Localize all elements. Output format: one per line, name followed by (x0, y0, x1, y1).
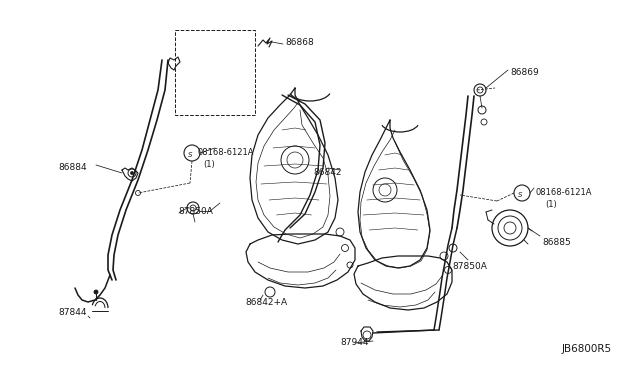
Text: 87850A: 87850A (178, 207, 213, 216)
Text: 87850A: 87850A (452, 262, 487, 271)
Text: 87944: 87944 (340, 338, 369, 347)
Text: 86884: 86884 (58, 163, 86, 172)
Text: 86842+A: 86842+A (245, 298, 287, 307)
Bar (175, 30, 255, 115)
Text: JB6800R5: JB6800R5 (562, 344, 612, 354)
Circle shape (131, 171, 134, 174)
Text: (1): (1) (545, 200, 557, 209)
Circle shape (94, 290, 98, 294)
Text: S: S (188, 152, 193, 158)
Text: 08168-6121A: 08168-6121A (536, 188, 593, 197)
Text: 86885: 86885 (542, 238, 571, 247)
Text: 87844: 87844 (58, 308, 86, 317)
Text: 86869: 86869 (510, 68, 539, 77)
Text: 86842: 86842 (313, 168, 342, 177)
Text: S: S (518, 192, 522, 198)
Text: 08168-6121A: 08168-6121A (197, 148, 253, 157)
Text: 86868: 86868 (285, 38, 314, 47)
Text: (1): (1) (203, 160, 215, 169)
